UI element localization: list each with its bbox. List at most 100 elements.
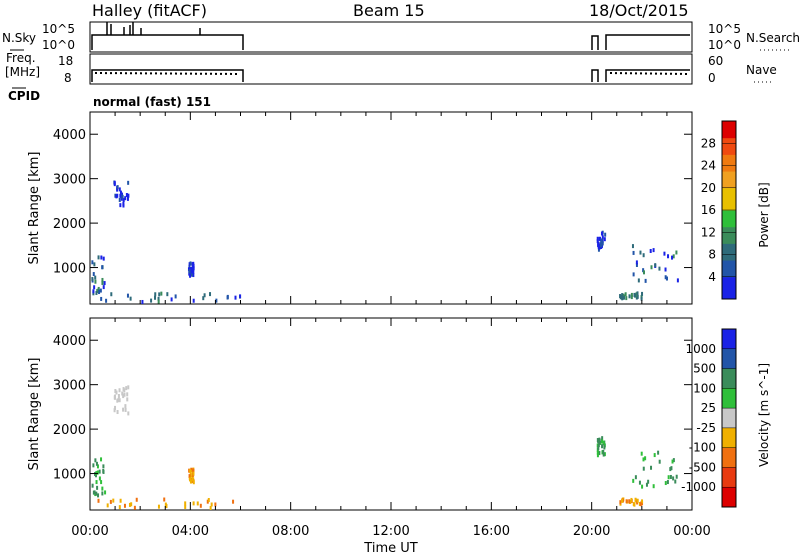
data-point [665,276,668,281]
colorbar-segment [722,221,736,228]
colorbar-segment [722,276,736,283]
colorbar-segment [722,176,736,183]
data-point [188,477,191,482]
data-point [630,292,633,297]
data-point [98,469,101,474]
power-panel: 1000 2000 3000 4000 Slant Range [km] [27,111,693,305]
data-point [601,444,604,449]
data-point [94,473,97,478]
data-point [192,468,195,473]
data-point [118,505,121,510]
data-point [675,474,678,479]
power-scatter [91,180,679,304]
data-point [124,407,127,412]
data-point [645,482,648,487]
data-point [163,497,166,502]
nsky-label: N.Sky [2,31,36,45]
data-point [127,180,130,185]
data-point [603,445,606,450]
data-point [192,501,195,506]
data-point [669,467,672,472]
data-point [166,292,169,297]
data-point [603,452,606,457]
data-point [123,503,126,508]
data-point [100,255,103,260]
colorbar-segment [722,282,736,289]
colorbar-segment [722,265,736,272]
data-point [190,467,193,472]
nave-tick-top: 60 [708,54,723,68]
data-point [642,457,645,462]
data-point [658,266,661,271]
data-point [601,241,604,246]
nsky-tick-bottom: 10^0 [42,38,75,52]
data-point [598,437,601,442]
data-point [115,390,118,395]
colorbar-tick-label: 4 [708,270,716,284]
freq-panel: Freq. [MHz] 18 8 60 0 Nave [5,51,777,85]
colorbar-tick-label: -1000 [681,480,716,494]
data-point [190,267,193,272]
y-tick-label: 4000 [53,128,86,143]
y-tick-label: 2000 [53,423,86,438]
data-point [209,292,212,297]
data-point [632,478,635,483]
colorbar-segment [722,447,736,468]
data-point [600,243,603,248]
data-point [190,272,193,277]
data-point [639,250,642,255]
data-point [642,253,645,258]
velocity-xlabel: Time UT [363,541,417,554]
data-point [96,470,99,475]
data-point [652,248,655,253]
data-point [100,296,103,301]
data-point [666,480,669,485]
data-point [115,194,118,199]
y-tick-label: 3000 [53,173,86,188]
data-point [122,198,125,203]
power-ylabel: Slant Range [km] [27,152,42,265]
colorbar-tick-label: 8 [708,248,716,262]
data-point [628,294,631,299]
data-point [602,449,605,454]
data-point [635,262,638,267]
data-point [126,293,129,298]
colorbar-tick-label: 16 [701,203,716,217]
data-point [113,180,116,185]
data-point [234,295,237,300]
data-point [192,298,195,303]
data-point [129,296,132,301]
data-point [93,490,96,495]
data-point [624,292,627,297]
data-point [226,294,229,299]
data-point [101,265,104,270]
data-point [672,458,675,463]
data-point [119,190,122,195]
data-point [126,397,129,402]
data-point [112,498,115,503]
data-point [632,272,635,277]
y-tick-label: 1000 [53,468,86,483]
data-point [188,474,191,479]
data-point [114,193,117,198]
data-point [96,485,99,490]
data-point [126,392,129,397]
data-point [644,456,647,461]
power-colorbar: Power [dB] 4 8 12 16 20 24 28 [701,120,771,300]
data-point [667,254,670,259]
data-point [192,471,195,476]
data-point [184,504,187,509]
colorbar-segment [722,467,736,488]
x-tick-label: 12:00 [372,524,409,539]
data-point [676,278,679,283]
data-point [597,443,600,448]
data-point [91,260,94,265]
data-point [103,281,106,286]
colorbar-tick-label: -25 [696,421,716,435]
data-point [641,484,644,489]
colorbar-segment [722,368,736,389]
data-point [135,497,138,502]
data-point [114,389,117,394]
data-point [97,493,100,498]
colorbar-segment [722,243,736,250]
